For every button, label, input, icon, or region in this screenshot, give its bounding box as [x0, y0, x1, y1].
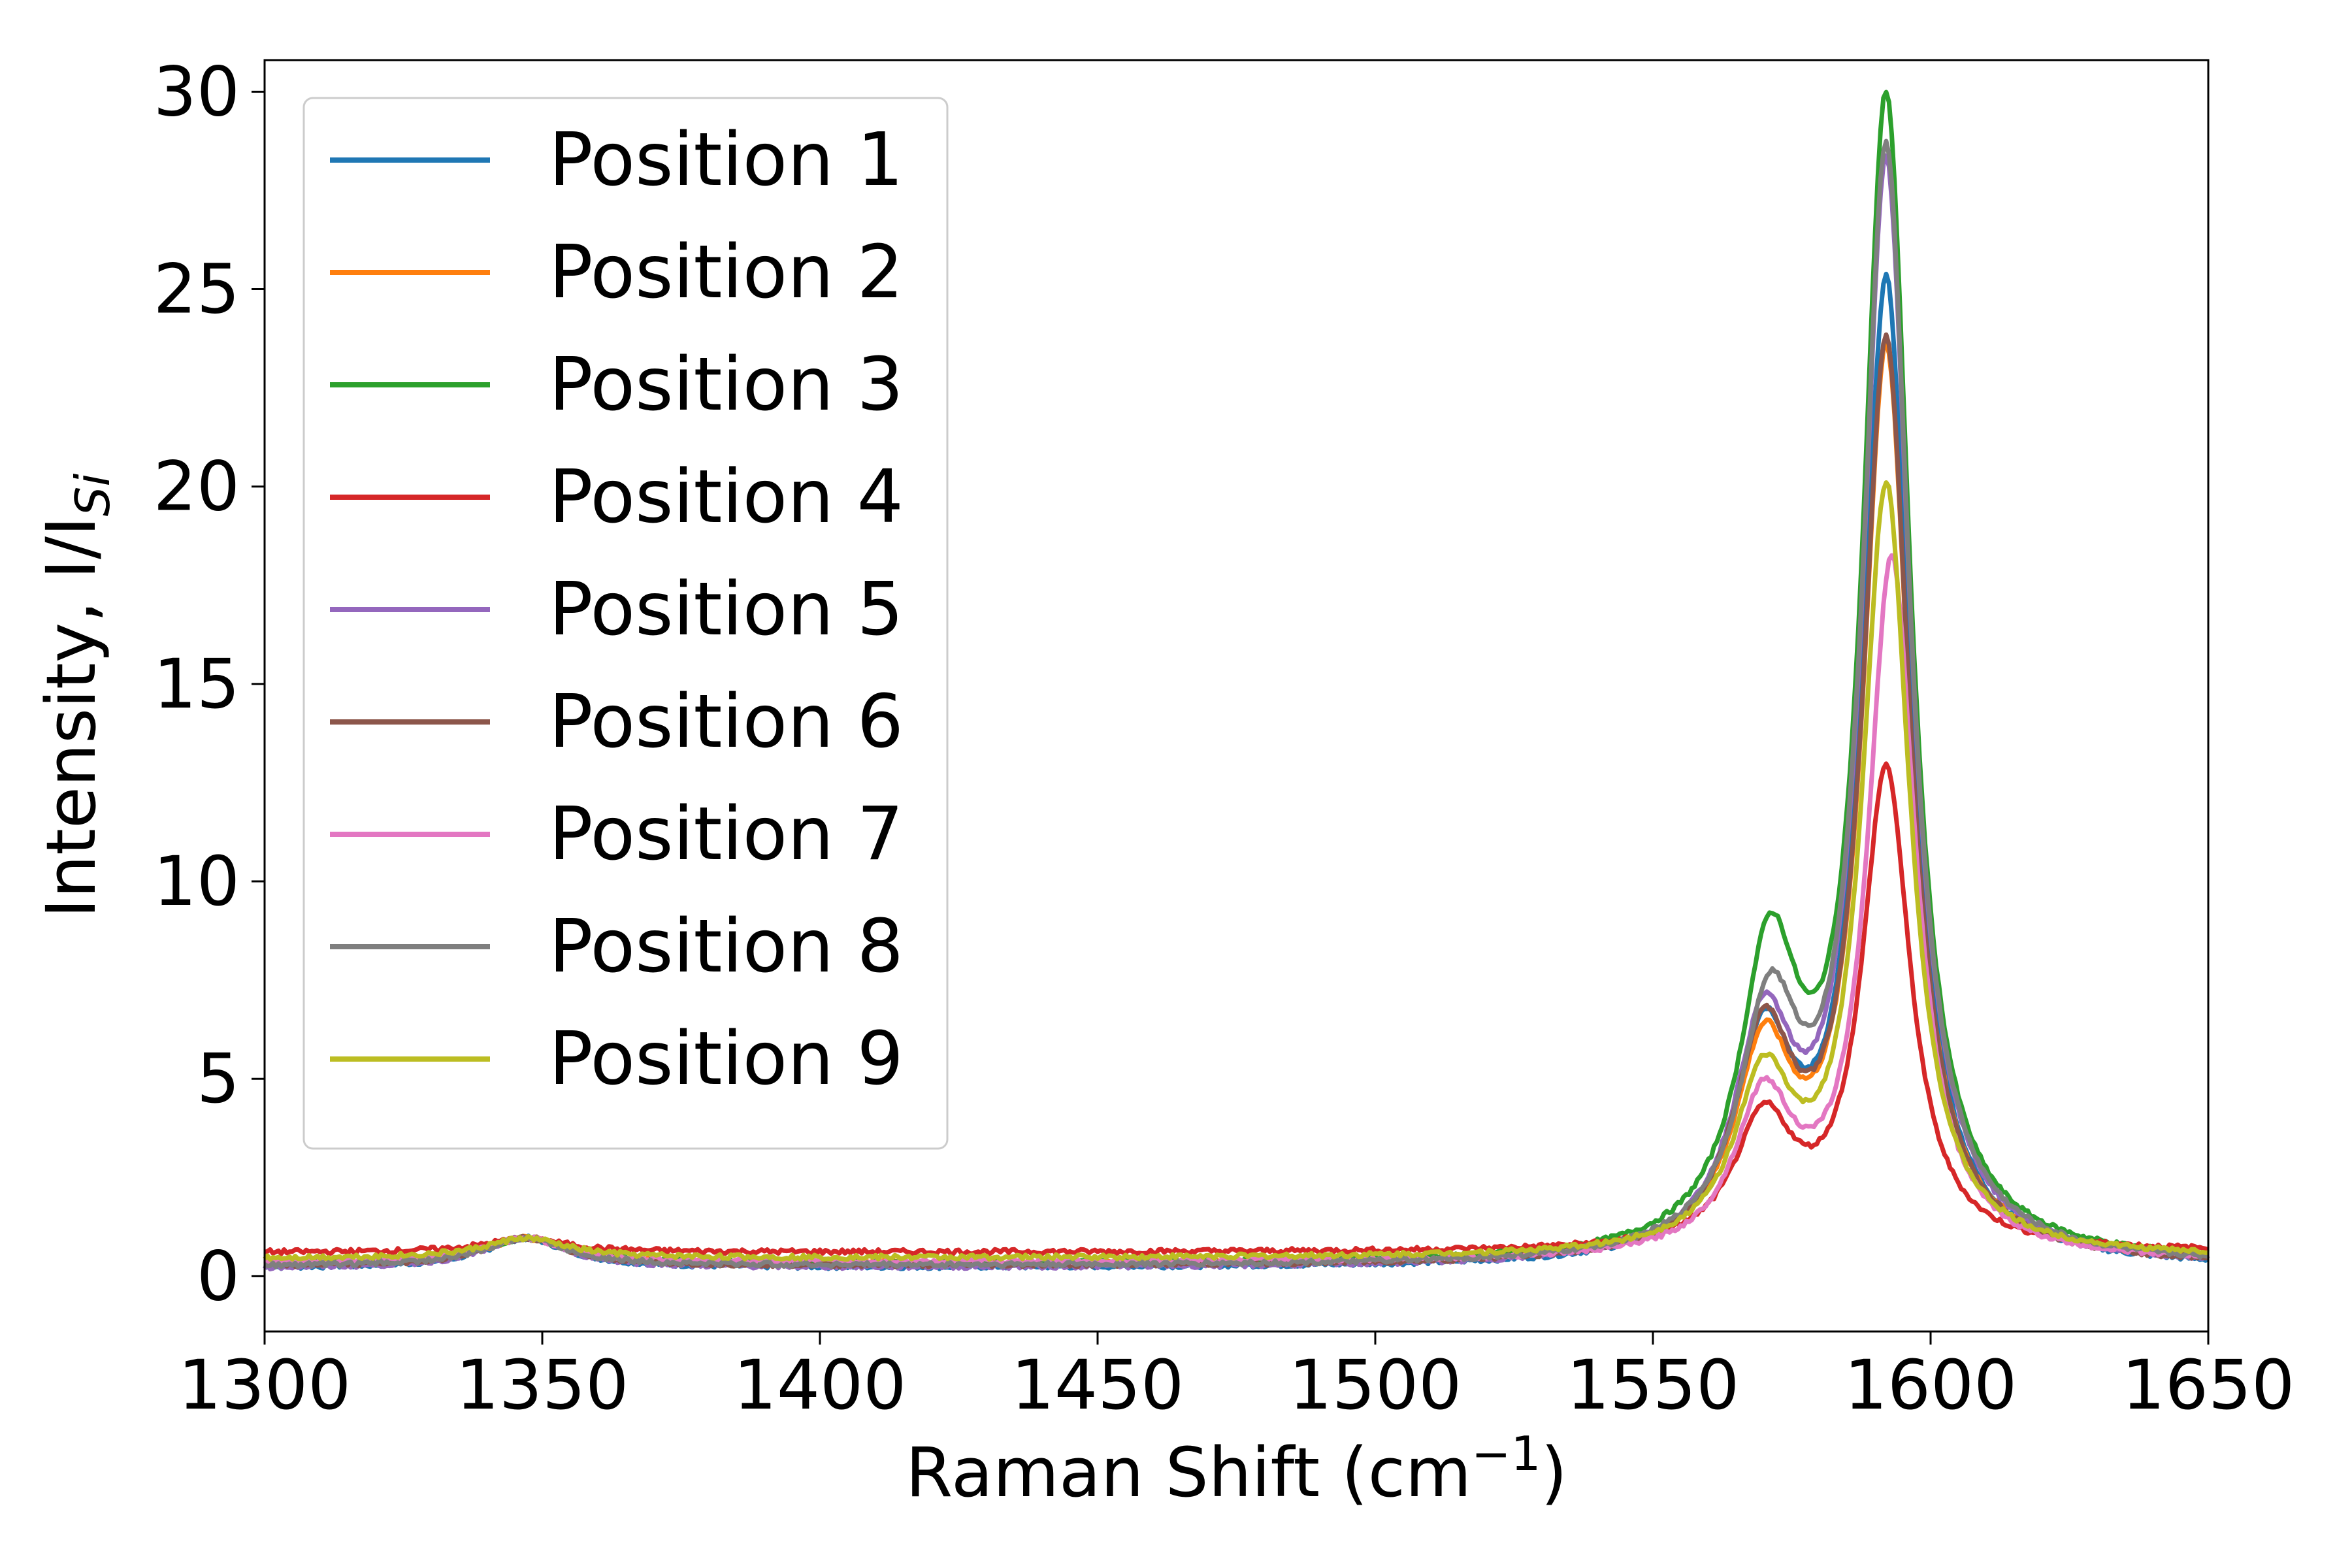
y-tick-label: 20 [154, 447, 240, 527]
x-tick-label: 1650 [2122, 1345, 2295, 1425]
legend-label: Position 3 [549, 342, 904, 427]
y-tick-label: 25 [154, 250, 240, 329]
x-tick-label: 1300 [178, 1345, 351, 1425]
x-axis-label: Raman Shift (cm−1) [906, 1426, 1567, 1512]
legend-label: Position 1 [549, 118, 904, 203]
series-line-8 [263, 139, 2209, 1269]
legend-label: Position 8 [549, 904, 904, 989]
legend-label: Position 6 [549, 679, 904, 764]
legend: Position 1 Position 2 Position 3 Position 4… [302, 97, 949, 1150]
legend-label: Position 5 [549, 567, 904, 652]
y-tick-label: 10 [154, 841, 240, 921]
y-axis: 0 5 10 15 20 25 30 [154, 52, 265, 1316]
series-traces [263, 90, 2210, 1271]
x-tick-label: 1400 [734, 1345, 907, 1425]
y-tick-label: 0 [197, 1236, 240, 1316]
y-axis-label: Intensity, I/ISi [31, 474, 120, 919]
legend-label: Position 9 [549, 1017, 904, 1102]
x-tick-label: 1350 [456, 1345, 629, 1425]
y-tick-label: 15 [154, 644, 240, 724]
x-tick-label: 1450 [1011, 1345, 1184, 1425]
y-tick-label: 30 [154, 52, 240, 131]
y-tick-label: 5 [197, 1039, 240, 1119]
x-tick-label: 1600 [1844, 1345, 2017, 1425]
x-axis: 1300 1350 1400 1450 1500 1550 1600 1650 [178, 1331, 2295, 1425]
x-tick-label: 1500 [1289, 1345, 1462, 1425]
x-tick-label: 1550 [1567, 1345, 1740, 1425]
legend-label: Position 4 [549, 455, 904, 540]
legend-box [302, 97, 949, 1150]
legend-label: Position 2 [549, 230, 904, 315]
series-line-9 [263, 480, 2208, 1262]
plot-frame [263, 59, 2210, 1333]
legend-label: Position 7 [549, 792, 904, 877]
